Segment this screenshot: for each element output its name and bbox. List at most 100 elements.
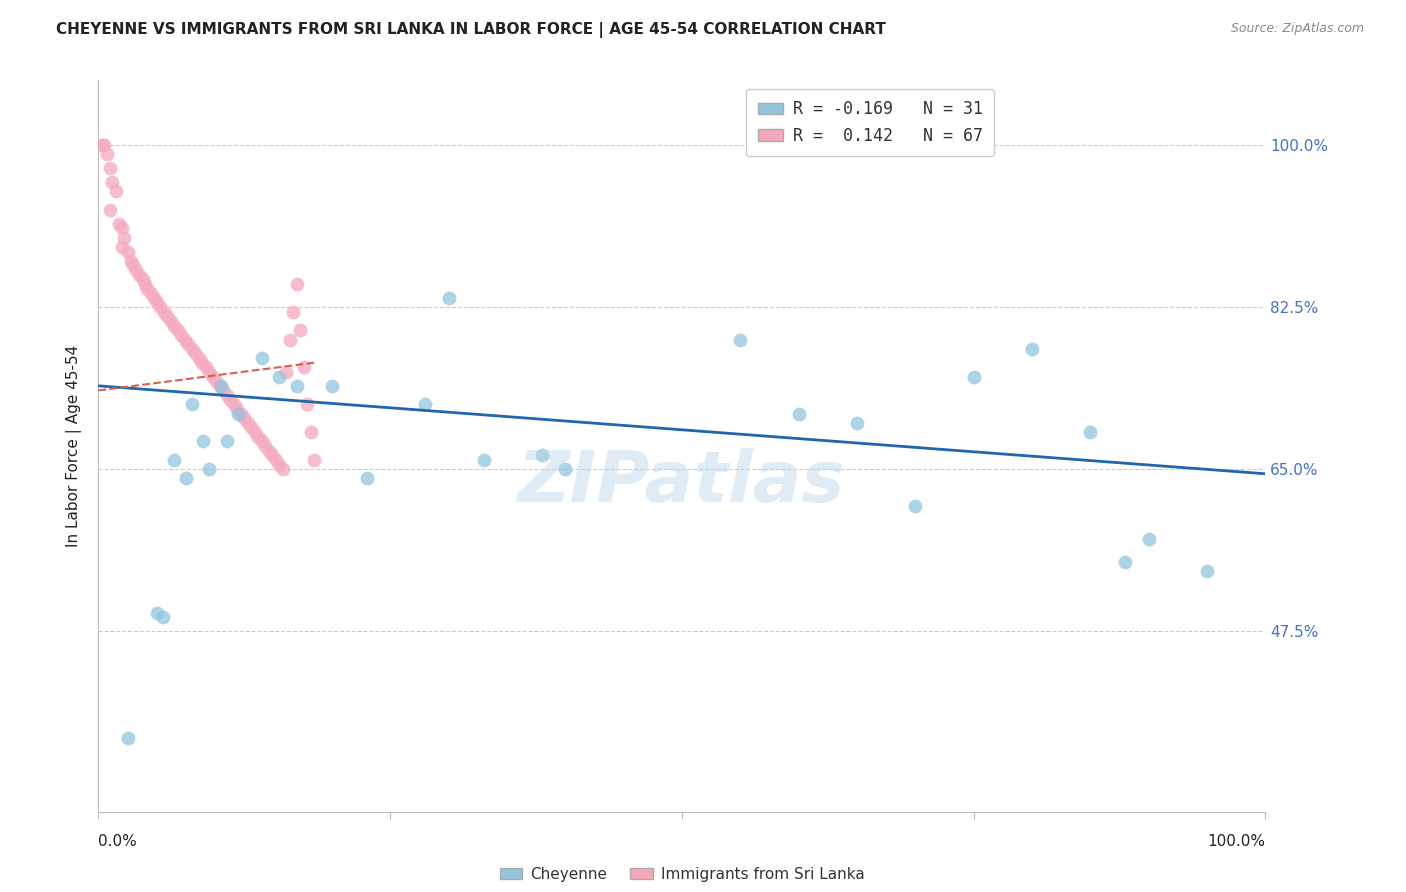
- Point: [215, 388, 238, 402]
- Point: [208, 379, 231, 393]
- Point: [104, 185, 127, 199]
- Point: [139, 286, 162, 301]
- Point: [233, 411, 256, 425]
- Point: [152, 610, 174, 624]
- Point: [112, 230, 135, 244]
- Point: [1080, 425, 1102, 439]
- Point: [159, 314, 181, 328]
- Point: [215, 434, 238, 449]
- Point: [226, 401, 249, 416]
- Point: [143, 291, 166, 305]
- Y-axis label: In Labor Force | Age 45-54: In Labor Force | Age 45-54: [66, 345, 83, 547]
- Point: [530, 448, 553, 462]
- Point: [120, 253, 142, 268]
- Point: [149, 300, 172, 314]
- Point: [146, 606, 169, 620]
- Point: [180, 397, 202, 411]
- Point: [198, 462, 221, 476]
- Point: [201, 369, 224, 384]
- Point: [554, 462, 576, 476]
- Point: [257, 443, 280, 458]
- Point: [285, 277, 308, 291]
- Point: [166, 323, 188, 337]
- Point: [96, 147, 118, 161]
- Point: [271, 462, 294, 476]
- Point: [117, 244, 139, 259]
- Point: [111, 221, 134, 235]
- Point: [93, 138, 115, 153]
- Point: [730, 333, 752, 347]
- Point: [1137, 532, 1160, 546]
- Point: [163, 453, 186, 467]
- Text: 100.0%: 100.0%: [1208, 834, 1265, 849]
- Point: [292, 360, 315, 375]
- Point: [117, 731, 139, 745]
- Legend: Cheyenne, Immigrants from Sri Lanka: Cheyenne, Immigrants from Sri Lanka: [494, 861, 870, 888]
- Point: [174, 471, 197, 485]
- Point: [283, 304, 305, 318]
- Point: [163, 318, 186, 333]
- Point: [243, 425, 266, 439]
- Point: [229, 407, 252, 421]
- Point: [269, 458, 291, 472]
- Point: [787, 407, 810, 421]
- Point: [98, 202, 121, 217]
- Point: [132, 272, 155, 286]
- Point: [321, 379, 343, 393]
- Point: [191, 356, 214, 370]
- Point: [177, 337, 200, 351]
- Point: [101, 175, 124, 189]
- Point: [156, 310, 179, 324]
- Point: [904, 499, 927, 513]
- Point: [125, 263, 148, 277]
- Point: [111, 240, 134, 254]
- Point: [219, 392, 242, 407]
- Point: [228, 407, 250, 421]
- Point: [264, 453, 287, 467]
- Point: [108, 217, 131, 231]
- Point: [173, 333, 195, 347]
- Point: [193, 434, 215, 449]
- Text: ZIPatlas: ZIPatlas: [519, 448, 845, 517]
- Point: [187, 351, 209, 365]
- Point: [262, 448, 284, 462]
- Point: [285, 379, 308, 393]
- Point: [290, 323, 312, 337]
- Point: [194, 360, 217, 375]
- Point: [152, 304, 174, 318]
- Point: [198, 365, 221, 379]
- Point: [240, 420, 263, 434]
- Point: [128, 268, 150, 282]
- Point: [1021, 342, 1043, 356]
- Point: [1195, 564, 1218, 578]
- Point: [250, 351, 273, 365]
- Point: [180, 342, 202, 356]
- Point: [170, 327, 193, 342]
- Point: [209, 379, 232, 393]
- Point: [222, 397, 245, 411]
- Point: [278, 333, 301, 347]
- Point: [205, 374, 228, 388]
- Point: [304, 453, 326, 467]
- Text: 0.0%: 0.0%: [98, 834, 138, 849]
- Point: [136, 282, 159, 296]
- Point: [299, 425, 322, 439]
- Point: [1114, 555, 1136, 569]
- Point: [90, 138, 112, 153]
- Point: [98, 161, 121, 176]
- Point: [356, 471, 378, 485]
- Point: [437, 291, 460, 305]
- Point: [247, 430, 270, 444]
- Point: [212, 384, 235, 398]
- Text: Source: ZipAtlas.com: Source: ZipAtlas.com: [1230, 22, 1364, 36]
- Point: [122, 259, 145, 273]
- Point: [236, 416, 259, 430]
- Point: [276, 365, 298, 379]
- Point: [254, 439, 277, 453]
- Point: [269, 369, 291, 384]
- Point: [250, 434, 273, 449]
- Text: CHEYENNE VS IMMIGRANTS FROM SRI LANKA IN LABOR FORCE | AGE 45-54 CORRELATION CHA: CHEYENNE VS IMMIGRANTS FROM SRI LANKA IN…: [56, 22, 886, 38]
- Point: [134, 277, 156, 291]
- Point: [472, 453, 495, 467]
- Point: [846, 416, 869, 430]
